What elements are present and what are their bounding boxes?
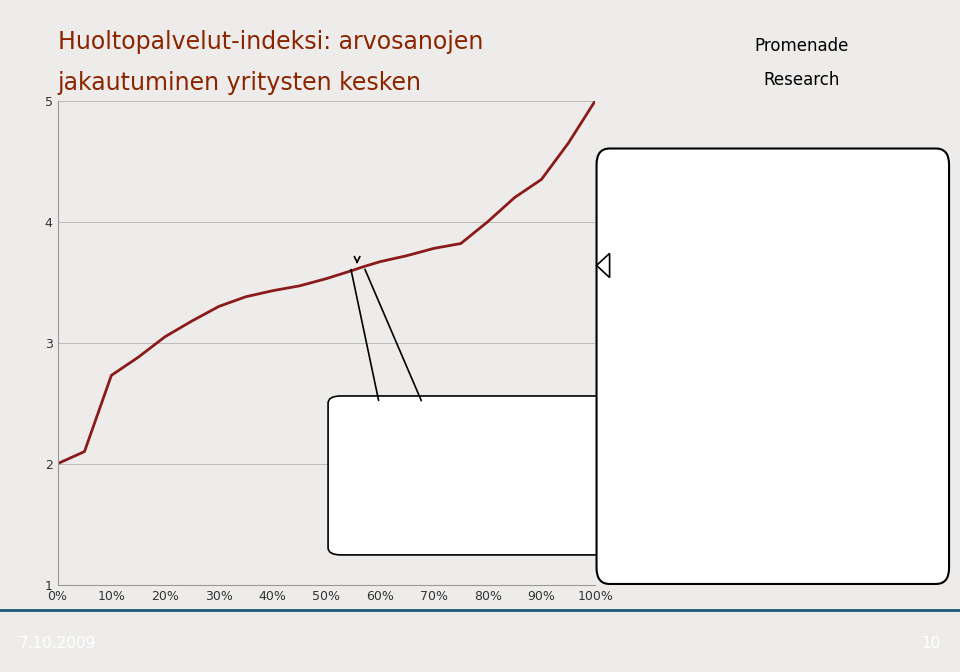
Text: 10: 10 [922,636,941,651]
Text: •: • [633,177,640,191]
Text: •: • [633,294,640,308]
Text: Research: Research [763,71,840,89]
Text: •: • [633,439,640,453]
Text: Huoltopalvelut-indeksi: arvosanojen: Huoltopalvelut-indeksi: arvosanojen [58,30,483,54]
Text: Suositteluraja
= Kaikkien huoltopalvelua
koskevien kysymysten keskiarvo
tulee ol: Suositteluraja = Kaikkien huoltopalvelua… [359,413,578,495]
FancyBboxPatch shape [328,396,608,555]
Text: Viidennes yrityksistä jää
huoltopalvelujen
kokonaisarvosanassa alle
arvosanan 3: Viidennes yrityksistä jää huoltopalveluj… [656,177,815,239]
Text: jakautuminen yritysten kesken: jakautuminen yritysten kesken [58,71,421,95]
Text: 7.10.2009: 7.10.2009 [19,636,96,651]
Text: •: • [633,358,640,372]
FancyBboxPatch shape [596,149,949,584]
Text: Noin 25% yrityksistä saa hyviä
tuloksia (tulostaso > 3,7): Noin 25% yrityksistä saa hyviä tuloksia … [656,358,848,388]
Text: Puolet yrityksistä jää alle tason
3,4: Puolet yrityksistä jää alle tason 3,4 [656,294,851,323]
Polygon shape [596,253,610,278]
Text: Suositteluraja keskimäärin jää
alhaiseksi: heikohko tulostaso
riittää siihen, et: Suositteluraja keskimäärin jää alhaiseks… [656,439,860,501]
Text: Promenade: Promenade [755,37,849,55]
